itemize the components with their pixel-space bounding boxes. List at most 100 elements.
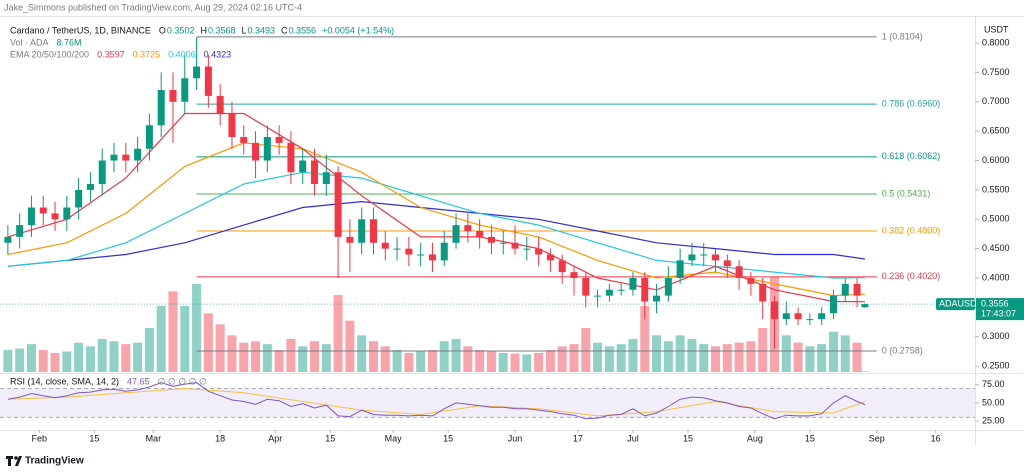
badge-price: 0.3556	[981, 298, 1009, 308]
volume-bar	[227, 335, 237, 372]
volume-bar	[510, 353, 520, 372]
candle-body	[358, 219, 366, 243]
fib-label: 1 (0.8104)	[882, 31, 923, 41]
candle-body	[122, 154, 130, 161]
volume-bar	[203, 313, 213, 372]
volume-bar	[168, 291, 178, 372]
candle-body	[311, 160, 319, 185]
candle-body	[393, 248, 401, 250]
y-tick-label: 0.8000	[982, 37, 1010, 47]
volume-bar	[404, 352, 414, 372]
candle-body	[86, 184, 94, 190]
volume-bar	[687, 339, 697, 372]
volume-bar	[475, 350, 485, 372]
rsi-y-tick-label: 75.00	[982, 379, 1005, 389]
candle-body	[476, 231, 484, 237]
candle-body	[735, 266, 743, 279]
candle-body	[381, 242, 389, 249]
candle-body	[428, 254, 436, 261]
y-tick-label: 0.7000	[982, 96, 1010, 106]
volume-bar	[860, 371, 870, 372]
candle-body	[676, 260, 684, 279]
candle-body	[39, 207, 47, 214]
volume-bar	[310, 341, 320, 372]
symbol-title: Cardano / TetherUS, 1D, BINANCE	[10, 25, 151, 35]
ohlc-value: 0.3568	[208, 25, 236, 35]
volume-bar	[805, 346, 815, 372]
rsi-value: 47.65	[127, 376, 150, 386]
candle-body	[193, 66, 201, 79]
candle-body	[452, 225, 460, 243]
volume-bar	[640, 306, 650, 372]
candle-body	[157, 90, 165, 126]
volume-bar	[26, 344, 36, 372]
ohlc-value: 0.3493	[248, 25, 276, 35]
candle-body	[216, 95, 224, 114]
ohlc-name: C	[281, 25, 288, 35]
volume-bar	[498, 352, 508, 372]
x-tick-label: 15	[683, 433, 693, 443]
volume-bar	[392, 350, 402, 372]
volume-bar	[722, 344, 732, 372]
volume-bar	[451, 339, 461, 372]
volume-bar	[298, 346, 308, 372]
volume-bar	[416, 351, 426, 372]
candle-body	[98, 160, 106, 185]
volume-label: Vol · ADA	[10, 37, 49, 47]
volume-bar	[463, 346, 473, 372]
volume-bar	[569, 344, 579, 372]
volume-bar	[3, 350, 13, 372]
volume-bar	[380, 346, 390, 372]
volume-bar	[286, 339, 296, 372]
candle-body	[287, 142, 295, 173]
rsi-y-tick-label: 25.00	[982, 415, 1005, 425]
candle-body	[275, 137, 283, 143]
candle-body	[464, 225, 472, 232]
volume-bar	[192, 284, 202, 372]
y-tick-label: 0.4500	[982, 243, 1010, 253]
candle-body	[700, 254, 708, 256]
volume-bar	[427, 350, 437, 372]
y-tick-label: 0.5000	[982, 214, 1010, 224]
volume-bar	[663, 341, 673, 372]
volume-bar	[840, 335, 850, 372]
volume-bar	[215, 324, 225, 372]
volume-bar	[62, 351, 72, 372]
candle-body	[75, 189, 83, 208]
volume-bar	[156, 306, 166, 372]
x-tick-label: Mar	[146, 433, 162, 443]
ema-value: 0.3597	[97, 49, 125, 59]
volume-bar	[758, 328, 768, 372]
candle-body	[440, 242, 448, 261]
volume-bar	[321, 344, 331, 372]
candle-body	[16, 225, 24, 237]
volume-bar	[628, 339, 638, 372]
volume-bar	[121, 344, 131, 372]
x-tick-label: 15	[325, 433, 335, 443]
candle-body	[499, 242, 507, 244]
candle-body	[558, 260, 566, 273]
ema-value: 0.4323	[204, 49, 232, 59]
candle-body	[322, 172, 330, 185]
x-tick-label: 17	[573, 433, 583, 443]
candle-body	[594, 295, 602, 297]
volume-value: 8.76M	[57, 37, 82, 47]
candle-body	[841, 283, 849, 296]
x-tick-label: Feb	[32, 433, 48, 443]
candle-body	[617, 289, 625, 291]
volume-bar	[581, 328, 591, 372]
candle-body	[334, 172, 342, 237]
volume-bar	[439, 341, 449, 372]
candle-body	[688, 254, 696, 261]
candle-body	[417, 254, 425, 256]
volume-bar	[522, 354, 532, 372]
candle-body	[853, 283, 861, 296]
volume-bar	[817, 344, 827, 372]
candle-body	[63, 207, 71, 220]
footer-brand: TradingView	[25, 456, 84, 467]
volume-bar	[97, 339, 107, 372]
volume-bar	[734, 342, 744, 372]
rsi-sma-line	[7, 387, 866, 417]
volume-bar	[604, 346, 614, 372]
